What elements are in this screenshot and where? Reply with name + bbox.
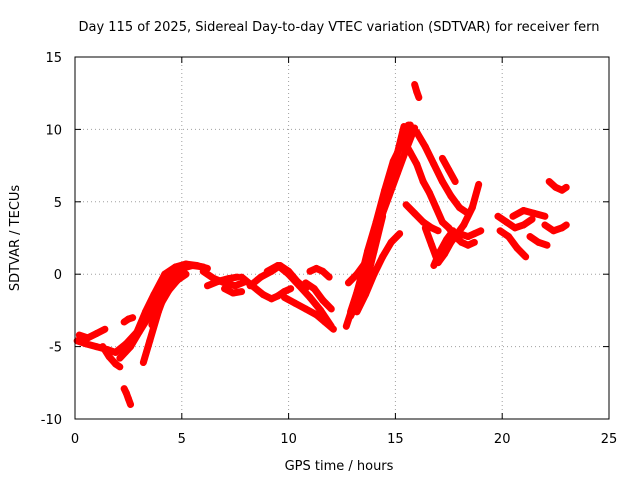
y-tick-label: 0 — [54, 268, 62, 283]
y-tick-label: 10 — [45, 123, 62, 138]
data-point — [563, 221, 570, 228]
y-axis-label: SDTVAR / TECUs — [8, 185, 23, 292]
data-trace-segment — [146, 288, 164, 319]
x-tick-label: 15 — [387, 432, 404, 447]
data-point — [529, 216, 536, 223]
data-trace-segment — [372, 186, 389, 226]
data-trace-segment — [513, 244, 530, 261]
data-point — [183, 271, 190, 278]
data-trace-segment — [361, 270, 378, 298]
x-tick-label: 5 — [178, 432, 186, 447]
data-trace-segment — [364, 247, 378, 281]
grid-lines — [75, 57, 609, 419]
data-point — [475, 181, 482, 188]
data-trace-segment — [355, 273, 372, 301]
data-point — [396, 230, 403, 237]
data-point — [477, 227, 484, 234]
data-trace-segment — [353, 259, 369, 278]
y-tick-label: -5 — [49, 341, 62, 356]
data-point — [544, 242, 551, 249]
x-tick-label: 10 — [280, 432, 297, 447]
y-tick-label: 5 — [54, 196, 62, 211]
data-trace-segment — [394, 123, 408, 157]
chart-title: Day 115 of 2025, Sidereal Day-to-day VTE… — [78, 20, 599, 35]
data-point — [541, 213, 548, 220]
data-trace-segment — [394, 146, 410, 177]
plot-frame — [74, 56, 610, 420]
data-trace-segment — [133, 308, 149, 336]
data-point — [415, 94, 422, 101]
y-tick-label: -10 — [41, 413, 62, 428]
data-trace-segment — [468, 180, 483, 212]
data-point — [127, 401, 134, 408]
data-point — [238, 288, 245, 295]
data-trace-segment — [445, 166, 459, 186]
x-tick-label: 0 — [71, 432, 79, 447]
tick-labels: 0 5 10 15 20 25 -10 -5 0 5 10 15 — [41, 51, 618, 447]
data-point — [563, 184, 570, 191]
data-point — [362, 259, 369, 266]
data-trace-segment — [387, 230, 404, 246]
data-point — [116, 363, 123, 370]
data-point — [471, 239, 478, 246]
x-axis-label: GPS time / hours — [285, 459, 394, 474]
data-point — [522, 253, 529, 260]
y-tick-label: 15 — [45, 51, 62, 66]
data-point — [101, 326, 108, 333]
data-trace-segment — [385, 149, 402, 191]
data-trace-segment — [139, 337, 154, 367]
data-point — [330, 326, 337, 333]
data-point — [435, 227, 442, 234]
data-trace-segment — [443, 227, 457, 243]
data-point — [450, 227, 457, 234]
data-trace-segment — [150, 270, 169, 298]
data-trace-segment — [370, 212, 387, 255]
x-tick-label: 25 — [601, 432, 618, 447]
data-point — [287, 285, 294, 292]
data-point — [379, 213, 386, 220]
x-tick-label: 20 — [494, 432, 511, 447]
data-point — [129, 314, 136, 321]
data-trace-segment — [319, 296, 335, 313]
data-trace-segment — [148, 301, 164, 329]
axis-ticks — [74, 56, 610, 420]
data-point — [326, 274, 333, 281]
data-points — [73, 81, 570, 409]
data-trace-segment — [321, 318, 337, 333]
data-point — [452, 178, 459, 185]
data-point — [328, 305, 335, 312]
